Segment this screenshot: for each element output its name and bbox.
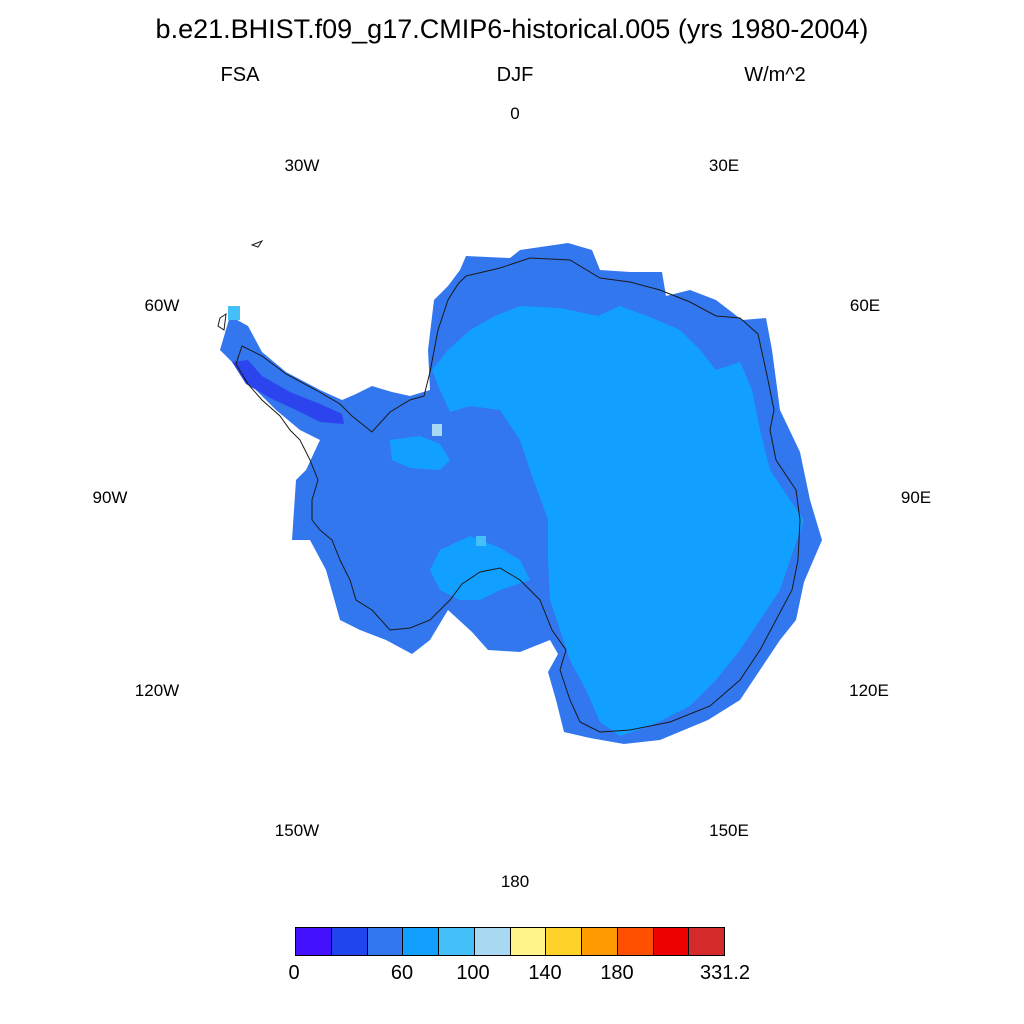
- coastline: [235, 257, 801, 733]
- offshore-island: [217, 312, 227, 331]
- colorbar: [295, 927, 725, 956]
- lon-label-120e: 120E: [849, 681, 889, 700]
- colorbar-swatch: [689, 928, 724, 955]
- colorbar-swatch: [617, 928, 654, 955]
- lon-label-30w: 30W: [284, 156, 320, 175]
- colorbar-swatch: [439, 928, 475, 955]
- lon-label-90e: 90E: [900, 488, 932, 507]
- lon-label-30e: 30E: [708, 156, 740, 175]
- colorbar-swatch: [582, 928, 618, 955]
- lon-label-150w: 150W: [274, 821, 320, 840]
- ross-light-spot: [476, 536, 486, 546]
- units-label: W/m^2: [744, 64, 806, 86]
- colorbar-tick-label: 100: [456, 962, 490, 984]
- interior-light-spot: [432, 424, 442, 436]
- colorbar-swatch: [403, 928, 439, 955]
- lon-label-90w: 90W: [92, 488, 128, 507]
- lon-label-120w: 120W: [134, 681, 180, 700]
- lon-label-180: 180: [500, 872, 530, 891]
- colorbar-swatch: [546, 928, 582, 955]
- south-shetland-island: [250, 239, 264, 248]
- lon-label-60e: 60E: [849, 296, 881, 315]
- colorbar-swatch: [510, 928, 547, 955]
- lon-label-60w: 60W: [144, 296, 180, 315]
- peninsula-tip-spot: [228, 306, 240, 320]
- interior-plateau-region: [432, 306, 804, 736]
- colorbar-tick-label: 0: [288, 962, 300, 984]
- colorbar-tick-label: 60: [390, 962, 414, 984]
- colorbar-swatch: [331, 928, 368, 955]
- plot-title: b.e21.BHIST.f09_g17.CMIP6-historical.005…: [155, 14, 869, 44]
- colorbar-swatch: [474, 928, 511, 955]
- peninsula-low-region: [232, 360, 344, 424]
- lon-label-0: 0: [510, 104, 520, 123]
- variable-label: FSA: [220, 64, 260, 86]
- colorbar-tick-label: 140: [528, 962, 562, 984]
- lon-label-150e: 150E: [709, 821, 749, 840]
- colorbar-swatch: [296, 928, 332, 955]
- colorbar-swatch: [653, 928, 690, 955]
- ross-shelf-region: [430, 536, 530, 600]
- season-label: DJF: [496, 64, 534, 86]
- colorbar-tick-label: 331.2: [699, 962, 751, 984]
- colorbar-tick-label: 180: [600, 962, 634, 984]
- colorbar-swatch: [367, 928, 404, 955]
- west-plateau-patch: [390, 436, 450, 470]
